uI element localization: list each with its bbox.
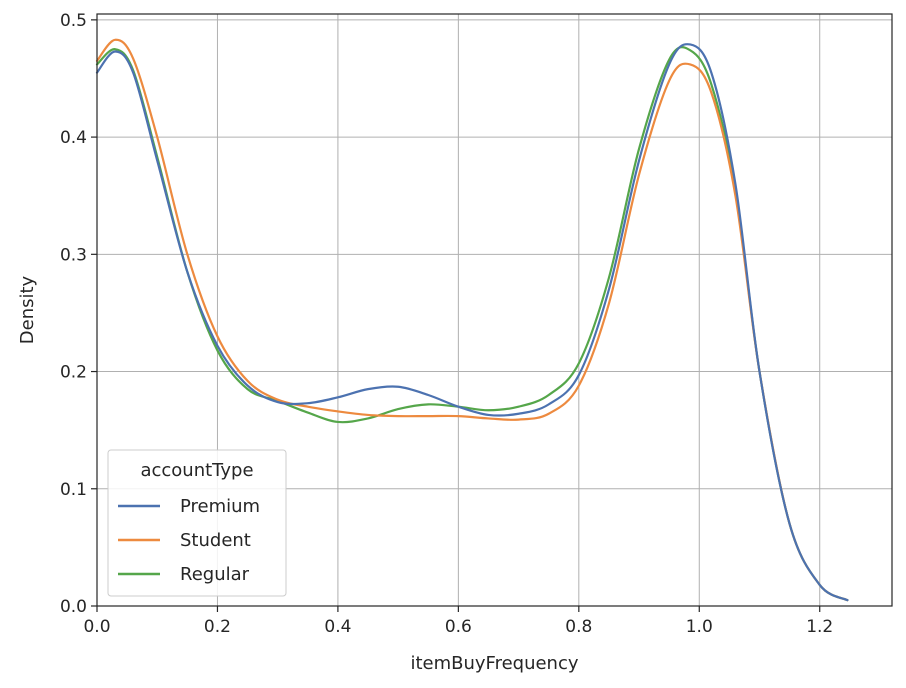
y-axis-ticks: 0.0 0.1 0.2 0.3 0.4 0.5 xyxy=(60,11,97,617)
legend-label-premium: Premium xyxy=(180,496,260,517)
y-tick-label: 0.1 xyxy=(60,480,87,500)
x-axis-ticks: 0.0 0.2 0.4 0.6 0.8 1.0 1.2 xyxy=(83,606,833,637)
series-line-premium xyxy=(95,43,849,602)
y-tick-label: 0.4 xyxy=(60,128,87,148)
series-line-student xyxy=(95,38,849,602)
x-tick-label: 1.0 xyxy=(686,617,713,637)
y-tick-label: 0.5 xyxy=(60,11,87,31)
plot-frame xyxy=(96,13,893,607)
x-tick-label: 0.8 xyxy=(565,617,592,637)
x-tick-label: 0.2 xyxy=(204,617,231,637)
legend-label-regular: Regular xyxy=(180,564,250,585)
legend-box xyxy=(107,449,287,597)
y-tick-label: 0.0 xyxy=(60,597,87,617)
y-tick-label: 0.2 xyxy=(60,363,87,383)
y-tick-label: 0.3 xyxy=(60,245,87,265)
legend-title: accountType xyxy=(140,460,253,481)
series-lines xyxy=(95,38,849,602)
x-tick-label: 1.2 xyxy=(806,617,833,637)
x-tick-label: 0.6 xyxy=(445,617,472,637)
legend: accountType Premium Student Regular xyxy=(107,449,287,597)
y-axis-label: Density xyxy=(17,275,38,344)
x-tick-label: 0.0 xyxy=(83,617,110,637)
x-tick-label: 0.4 xyxy=(324,617,351,637)
legend-items: Premium Student Regular xyxy=(118,496,260,585)
legend-label-student: Student xyxy=(180,530,251,551)
x-axis-label: itemBuyFrequency xyxy=(410,653,578,674)
